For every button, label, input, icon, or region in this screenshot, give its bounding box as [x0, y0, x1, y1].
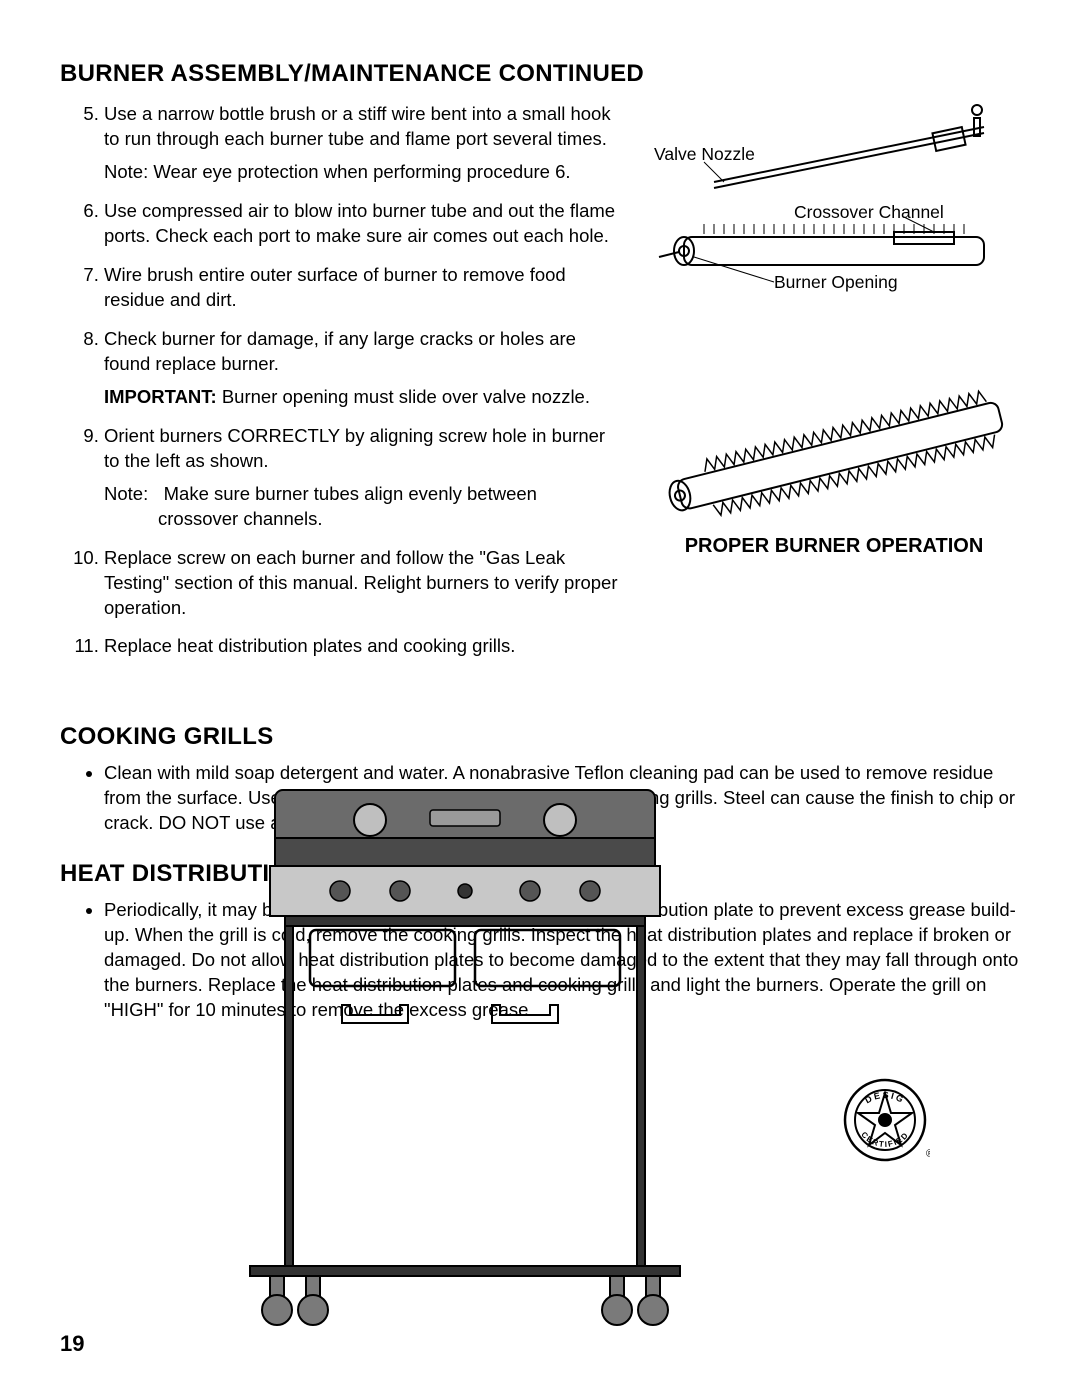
section-cooking-grills: COOKING GRILLS Clean with mild soap dete… — [60, 723, 1020, 836]
step-item: Replace heat distribution plates and coo… — [104, 634, 620, 659]
step-text: Wire brush entire outer surface of burne… — [104, 264, 566, 310]
page-number: 19 — [60, 1331, 84, 1357]
step-subnote: Note: Make sure burner tubes align evenl… — [104, 482, 620, 532]
step-text: Replace screw on each burner and follow … — [104, 547, 618, 618]
section-heat-plates: HEAT DISTRIBUTION PLATES Periodically, i… — [60, 860, 1020, 1023]
svg-text:®: ® — [926, 1148, 930, 1160]
step-item: Check burner for damage, if any large cr… — [104, 327, 620, 410]
label-valve-nozzle: Valve Nozzle — [654, 144, 755, 165]
step-text: Use a narrow bottle brush or a stiff wir… — [104, 103, 611, 149]
figure-proper-operation: PROPER BURNER OPERATION — [644, 362, 1024, 542]
step-item: Orient burners CORRECTLY by aligning scr… — [104, 424, 620, 532]
figures-column: Valve Nozzle Crossover Channel Burner Op… — [644, 102, 1024, 673]
figure-burner-assembly: Valve Nozzle Crossover Channel Burner Op… — [644, 102, 1024, 332]
proper-operation-svg — [644, 362, 1024, 522]
important-label: IMPORTANT: — [104, 386, 217, 407]
section-title-heat: HEAT DISTRIBUTION PLATES — [60, 860, 1020, 888]
heat-bullets: Periodically, it may be necessary to ins… — [60, 898, 1020, 1023]
subnote-text: Make sure burner tubes align evenly betw… — [158, 483, 537, 529]
step-item: Use compressed air to blow into burner t… — [104, 199, 620, 249]
steps-list: Use a narrow bottle brush or a stiff wir… — [60, 102, 620, 659]
important-text: Burner opening must slide over valve noz… — [217, 386, 590, 407]
heat-bullet-item: Periodically, it may be necessary to ins… — [104, 898, 1020, 1023]
step-text: Use compressed air to blow into burner t… — [104, 200, 615, 246]
step-note: Note: Wear eye protection when performin… — [104, 160, 620, 185]
svg-text:DESIG: DESIG — [863, 1090, 906, 1106]
subnote-label: Note: — [104, 483, 148, 504]
step-item: Wire brush entire outer surface of burne… — [104, 263, 620, 313]
certification-badge: DESIG CERTIFIED ® — [840, 1075, 930, 1165]
label-burner-opening: Burner Opening — [774, 272, 898, 293]
step-text: Check burner for damage, if any large cr… — [104, 328, 576, 374]
step-important: IMPORTANT: Burner opening must slide ove… — [104, 385, 620, 410]
step-item: Use a narrow bottle brush or a stiff wir… — [104, 102, 620, 185]
step-item: Replace screw on each burner and follow … — [104, 546, 620, 621]
section-title-cooking: COOKING GRILLS — [60, 723, 1020, 751]
step-text: Replace heat distribution plates and coo… — [104, 635, 515, 656]
steps-column: Use a narrow bottle brush or a stiff wir… — [60, 102, 620, 673]
step-text: Orient burners CORRECTLY by aligning scr… — [104, 425, 605, 471]
figure-caption-proper-operation: PROPER BURNER OPERATION — [644, 535, 1024, 558]
cooking-bullet-item: Clean with mild soap detergent and water… — [104, 761, 1020, 836]
section-title-burner: BURNER ASSEMBLY/MAINTENANCE CONTINUED — [60, 60, 1020, 88]
two-column-layout: Use a narrow bottle brush or a stiff wir… — [60, 102, 1020, 673]
label-crossover-channel: Crossover Channel — [794, 202, 944, 223]
cooking-bullets: Clean with mild soap detergent and water… — [60, 761, 1020, 836]
